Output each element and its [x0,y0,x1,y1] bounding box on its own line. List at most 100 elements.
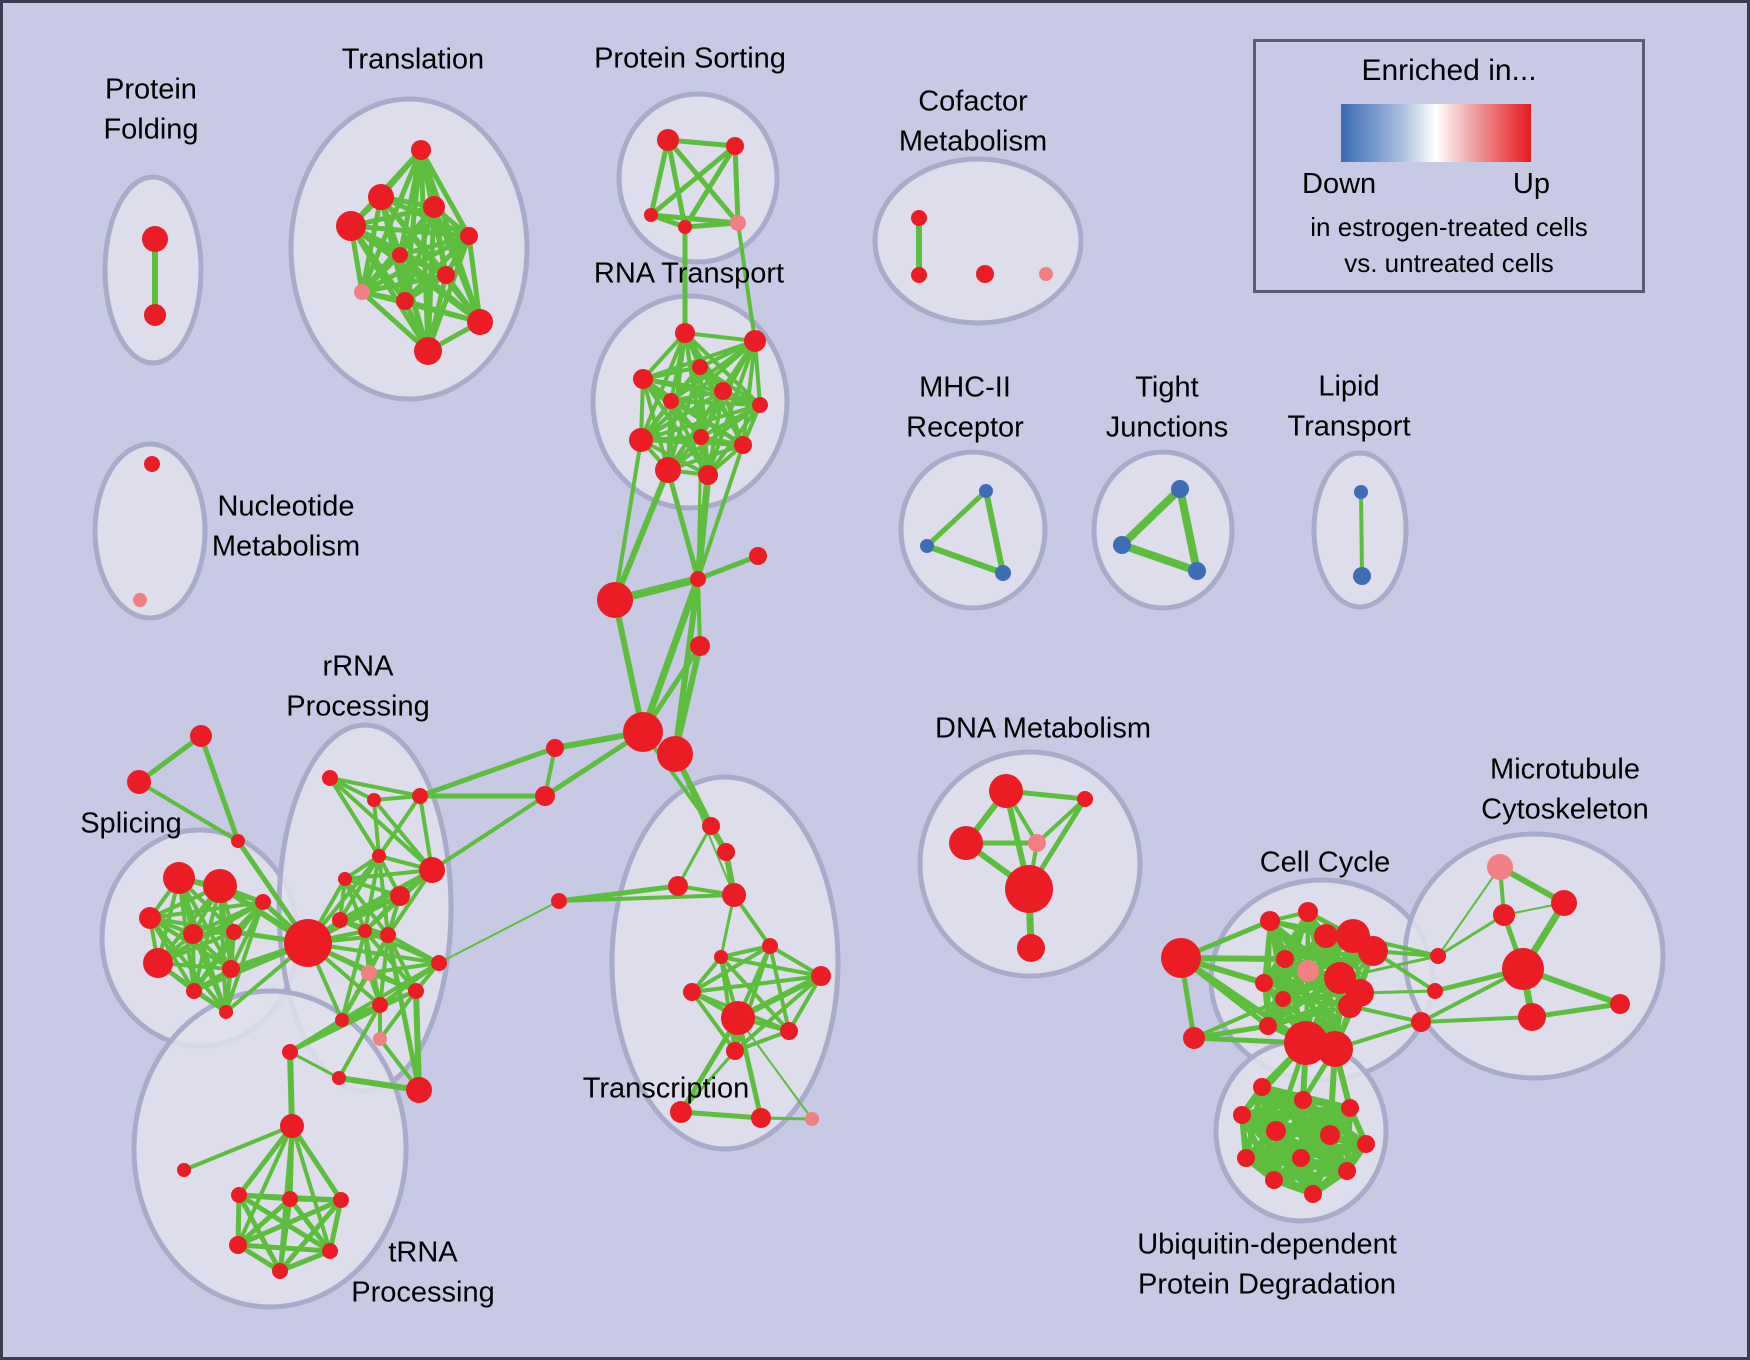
translation-node-5[interactable] [392,247,408,263]
translation-node-2[interactable] [423,196,445,218]
transcription-node-14[interactable] [805,1112,819,1126]
connectors-node-5[interactable] [749,547,767,565]
connectors-node-0[interactable] [190,725,212,747]
rna-transport-node-8[interactable] [693,429,709,445]
trna-processing-node-6[interactable] [333,1192,349,1208]
trna-processing-node-2[interactable] [280,1114,304,1138]
rrna-processing-node-1[interactable] [367,793,381,807]
rna-transport-node-6[interactable] [752,397,768,413]
cofactor-metabolism-node-3[interactable] [1039,267,1053,281]
trna-processing-node-7[interactable] [229,1236,247,1254]
ubiquitin-degradation-node-10[interactable] [1265,1171,1283,1189]
splicing-node-2[interactable] [139,907,161,929]
ubiquitin-degradation-node-0[interactable] [1253,1078,1271,1096]
rrna-processing-node-11[interactable] [431,955,447,971]
translation-node-3[interactable] [336,211,366,241]
connectors-node-8[interactable] [657,736,693,772]
ubiquitin-degradation-node-5[interactable] [1320,1125,1340,1145]
transcription-node-2[interactable] [668,876,688,896]
lipid-transport-node-0[interactable] [1354,485,1368,499]
trna-processing-node-1[interactable] [332,1071,346,1085]
trna-processing-node-8[interactable] [322,1243,338,1259]
cell-cycle-node-15[interactable] [1284,1021,1328,1065]
transcription-node-11[interactable] [726,1042,744,1060]
dna-metabolism-node-4[interactable] [1005,865,1053,913]
cell-cycle-node-8[interactable] [1297,960,1319,982]
rna-transport-node-4[interactable] [714,382,732,400]
rrna-processing-node-7[interactable] [332,912,348,928]
dna-metabolism-node-5[interactable] [1017,934,1045,962]
splicing-node-6[interactable] [186,983,202,999]
cell-cycle-node-6[interactable] [1358,936,1388,966]
rrna-processing-node-15[interactable] [335,1013,349,1027]
cell-cycle-node-3[interactable] [1298,902,1318,922]
rrna-processing-node-3[interactable] [372,849,386,863]
translation-node-0[interactable] [411,140,431,160]
translation-node-4[interactable] [460,227,478,245]
trna-processing-node-9[interactable] [272,1263,288,1279]
ubiquitin-degradation-node-7[interactable] [1237,1149,1255,1167]
splicing-node-9[interactable] [255,894,271,910]
rrna-processing-node-0[interactable] [322,770,338,786]
connectors-node-10[interactable] [535,786,555,806]
rrna-processing-node-17[interactable] [373,1032,387,1046]
splicing-node-3[interactable] [183,924,203,944]
connectors-node-3[interactable] [597,582,633,618]
rrna-processing-node-13[interactable] [408,983,424,999]
protein-sorting-node-0[interactable] [657,129,679,151]
rna-transport-node-5[interactable] [663,393,679,409]
splicing-node-5[interactable] [143,948,173,978]
translation-node-8[interactable] [396,292,414,310]
trna-processing-node-3[interactable] [177,1163,191,1177]
transcription-node-3[interactable] [722,883,746,907]
ubiquitin-degradation-node-3[interactable] [1233,1106,1251,1124]
ubiquitin-degradation-node-6[interactable] [1357,1135,1375,1153]
transcription-node-6[interactable] [762,938,778,954]
ubiquitin-degradation-node-2[interactable] [1341,1099,1359,1117]
rna-transport-node-7[interactable] [629,428,653,452]
ubiquitin-degradation-node-11[interactable] [1304,1185,1322,1203]
rrna-processing-node-9[interactable] [380,927,396,943]
rna-transport-node-1[interactable] [744,330,766,352]
connectors-node-7[interactable] [623,712,663,752]
transcription-node-8[interactable] [683,983,701,1001]
cofactor-metabolism-node-1[interactable] [911,267,927,283]
cell-cycle-node-2[interactable] [1260,911,1280,931]
rrna-processing-node-10[interactable] [284,919,332,967]
splicing-node-1[interactable] [203,869,237,903]
rna-transport-node-2[interactable] [692,359,708,375]
dna-metabolism-node-1[interactable] [949,826,983,860]
cell-cycle-node-17[interactable] [1430,948,1446,964]
translation-node-9[interactable] [467,309,493,335]
rna-transport-node-9[interactable] [734,436,752,454]
splicing-node-7[interactable] [222,960,240,978]
transcription-node-4[interactable] [551,893,567,909]
protein-sorting-node-3[interactable] [678,220,692,234]
transcription-node-0[interactable] [702,817,720,835]
translation-node-7[interactable] [354,284,370,300]
trna-processing-node-5[interactable] [282,1191,298,1207]
microtubule-cytoskeleton-node-3[interactable] [1502,948,1544,990]
rna-transport-node-10[interactable] [655,457,681,483]
trna-processing-node-0[interactable] [282,1044,298,1060]
microtubule-cytoskeleton-node-0[interactable] [1487,854,1513,880]
splicing-node-4[interactable] [226,924,242,940]
tight-junctions-node-1[interactable] [1113,536,1131,554]
protein-sorting-node-1[interactable] [726,137,744,155]
translation-node-6[interactable] [437,266,455,284]
splicing-node-8[interactable] [219,1005,233,1019]
cell-cycle-node-4[interactable] [1314,924,1338,948]
tight-junctions-node-2[interactable] [1188,562,1206,580]
transcription-node-7[interactable] [811,966,831,986]
rrna-processing-node-8[interactable] [358,924,372,938]
mhc-ii-receptor-node-0[interactable] [979,484,993,498]
rrna-processing-node-2[interactable] [412,788,428,804]
rrna-processing-node-12[interactable] [361,965,377,981]
microtubule-cytoskeleton-node-4[interactable] [1518,1003,1546,1031]
microtubule-cytoskeleton-node-2[interactable] [1493,904,1515,926]
cell-cycle-node-18[interactable] [1427,983,1443,999]
connectors-node-6[interactable] [690,636,710,656]
rrna-processing-node-4[interactable] [338,872,352,886]
dna-metabolism-node-0[interactable] [989,774,1023,808]
rrna-processing-node-16[interactable] [406,1077,432,1103]
